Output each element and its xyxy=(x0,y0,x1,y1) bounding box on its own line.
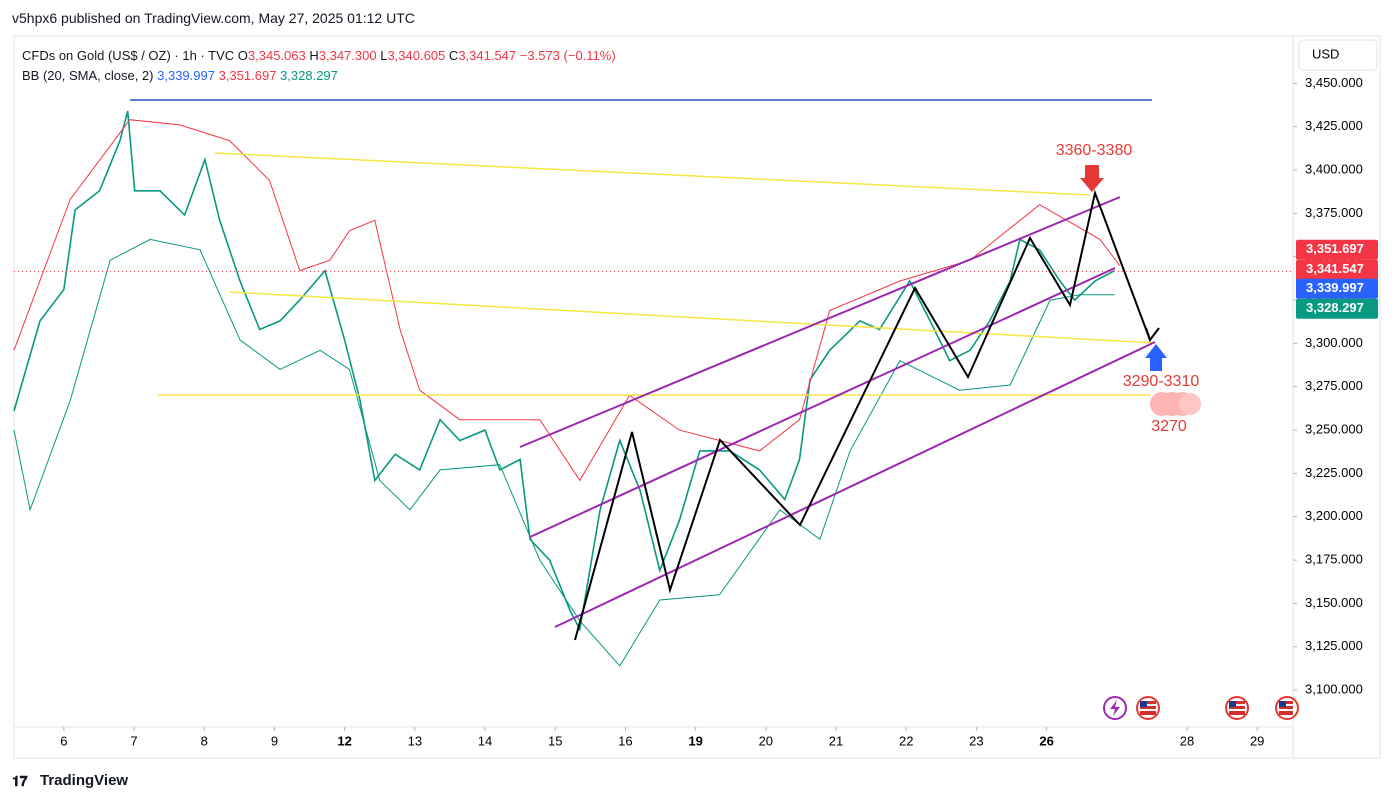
y-tick-label: 3,425.000 xyxy=(1305,118,1363,133)
x-tick-label: 28 xyxy=(1180,733,1194,748)
ohlc-key: C xyxy=(448,48,459,63)
x-tick-label: 21 xyxy=(829,733,843,748)
annotation: 3270 xyxy=(1151,418,1187,435)
currency: USD xyxy=(1312,46,1339,61)
price-tag-label: 3,341.547 xyxy=(1306,261,1364,276)
channel-line xyxy=(554,341,1156,628)
event-flag[interactable] xyxy=(1225,696,1249,720)
x-tick-label: 29 xyxy=(1250,733,1264,748)
currency-button[interactable] xyxy=(1298,39,1378,71)
ohlc-value: 3,345.063 xyxy=(247,48,306,63)
y-tick-label: 3,225.000 xyxy=(1305,465,1363,480)
trend-line xyxy=(229,291,1156,344)
x-tick-label: 26 xyxy=(1039,733,1053,748)
legend-row: CFDs on Gold (US$ / OZ) · 1h · TVC O3,34… xyxy=(22,46,616,66)
price-tag xyxy=(1296,239,1378,260)
y-tick-label: 3,175.000 xyxy=(1305,552,1363,567)
price-tag-label: 3,351.697 xyxy=(1306,241,1364,256)
sell-arrow xyxy=(1080,165,1104,192)
event-flag[interactable] xyxy=(1275,696,1299,720)
x-tick-label: 20 xyxy=(759,733,773,748)
change: −3.573 (−0.11%) xyxy=(519,48,616,63)
y-tick-label: 3,300.000 xyxy=(1305,335,1363,350)
annotation: 3360-3380 xyxy=(1056,142,1133,159)
price-line xyxy=(13,238,1115,667)
event-icon-bolt xyxy=(1110,700,1120,716)
channel-line xyxy=(519,196,1121,448)
indicator-value: 3,351.697 xyxy=(218,68,277,83)
ohlc-value: 3,341.547 xyxy=(458,48,517,63)
y-tick-label: 3,200.000 xyxy=(1305,508,1363,523)
y-tick-label: 3,125.000 xyxy=(1305,638,1363,653)
channel-line xyxy=(529,267,1116,538)
x-tick-label: 23 xyxy=(969,733,983,748)
annotation: 3290-3310 xyxy=(1123,373,1200,390)
x-tick-label: 16 xyxy=(618,733,632,748)
trend-line xyxy=(214,152,1091,196)
legend-row: BB (20, SMA, close, 2) 3,339.997 3,351.6… xyxy=(22,66,616,86)
y-tick-label: 3,150.000 xyxy=(1305,595,1363,610)
indicator-value: 3,339.997 xyxy=(157,68,215,83)
y-tick-label: 3,450.000 xyxy=(1305,75,1363,90)
symbol: CFDs on Gold (US$ / OZ) · 1h · TVC xyxy=(22,48,235,63)
event-flag[interactable] xyxy=(1136,696,1160,720)
ohlc-key: L xyxy=(380,48,388,63)
x-tick-label: 22 xyxy=(899,733,913,748)
x-tick-label: 19 xyxy=(688,733,702,748)
ohlc-value: 3,347.300 xyxy=(318,48,377,63)
projection-arrowhead xyxy=(1145,327,1160,343)
projection-path xyxy=(574,189,1151,641)
x-tick-label: 12 xyxy=(337,733,351,748)
indicator: BB (20, SMA, close, 2) xyxy=(22,68,154,83)
x-tick-label: 14 xyxy=(478,733,492,748)
indicator-value: 3,328.297 xyxy=(280,68,338,83)
buy-arrow xyxy=(1145,344,1167,371)
price-tag xyxy=(1296,298,1378,319)
ohlc-value: 3,340.605 xyxy=(387,48,446,63)
publish-header: v5hpx6 published on TradingView.com, May… xyxy=(12,10,415,26)
y-tick-label: 3,250.000 xyxy=(1305,422,1363,437)
footer-brand: TradingView xyxy=(40,772,129,789)
target-marker xyxy=(1150,392,1201,416)
price-tag-label: 3,328.297 xyxy=(1306,300,1364,315)
price-tag-label: 3,339.997 xyxy=(1306,280,1364,295)
y-tick-label: 3,375.000 xyxy=(1305,205,1363,220)
x-tick-label: 9 xyxy=(271,733,278,748)
x-tick-label: 7 xyxy=(130,733,137,748)
x-tick-label: 6 xyxy=(60,733,67,748)
price-line xyxy=(13,119,1120,482)
y-tick-label: 3,400.000 xyxy=(1305,161,1363,176)
ohlc-key: O xyxy=(237,48,248,63)
price-tag xyxy=(1296,278,1378,299)
chart-frame xyxy=(13,35,1381,759)
x-tick-label: 15 xyxy=(548,733,562,748)
legend: CFDs on Gold (US$ / OZ) · 1h · TVC O3,34… xyxy=(22,46,616,86)
logo-mark: 𝟏𝟕 xyxy=(12,773,28,789)
y-tick-label: 3,100.000 xyxy=(1305,682,1363,697)
y-tick-label: 3,275.000 xyxy=(1305,378,1363,393)
x-tick-label: 13 xyxy=(408,733,422,748)
ohlc-key: H xyxy=(309,48,319,63)
x-tick-label: 8 xyxy=(201,733,208,748)
